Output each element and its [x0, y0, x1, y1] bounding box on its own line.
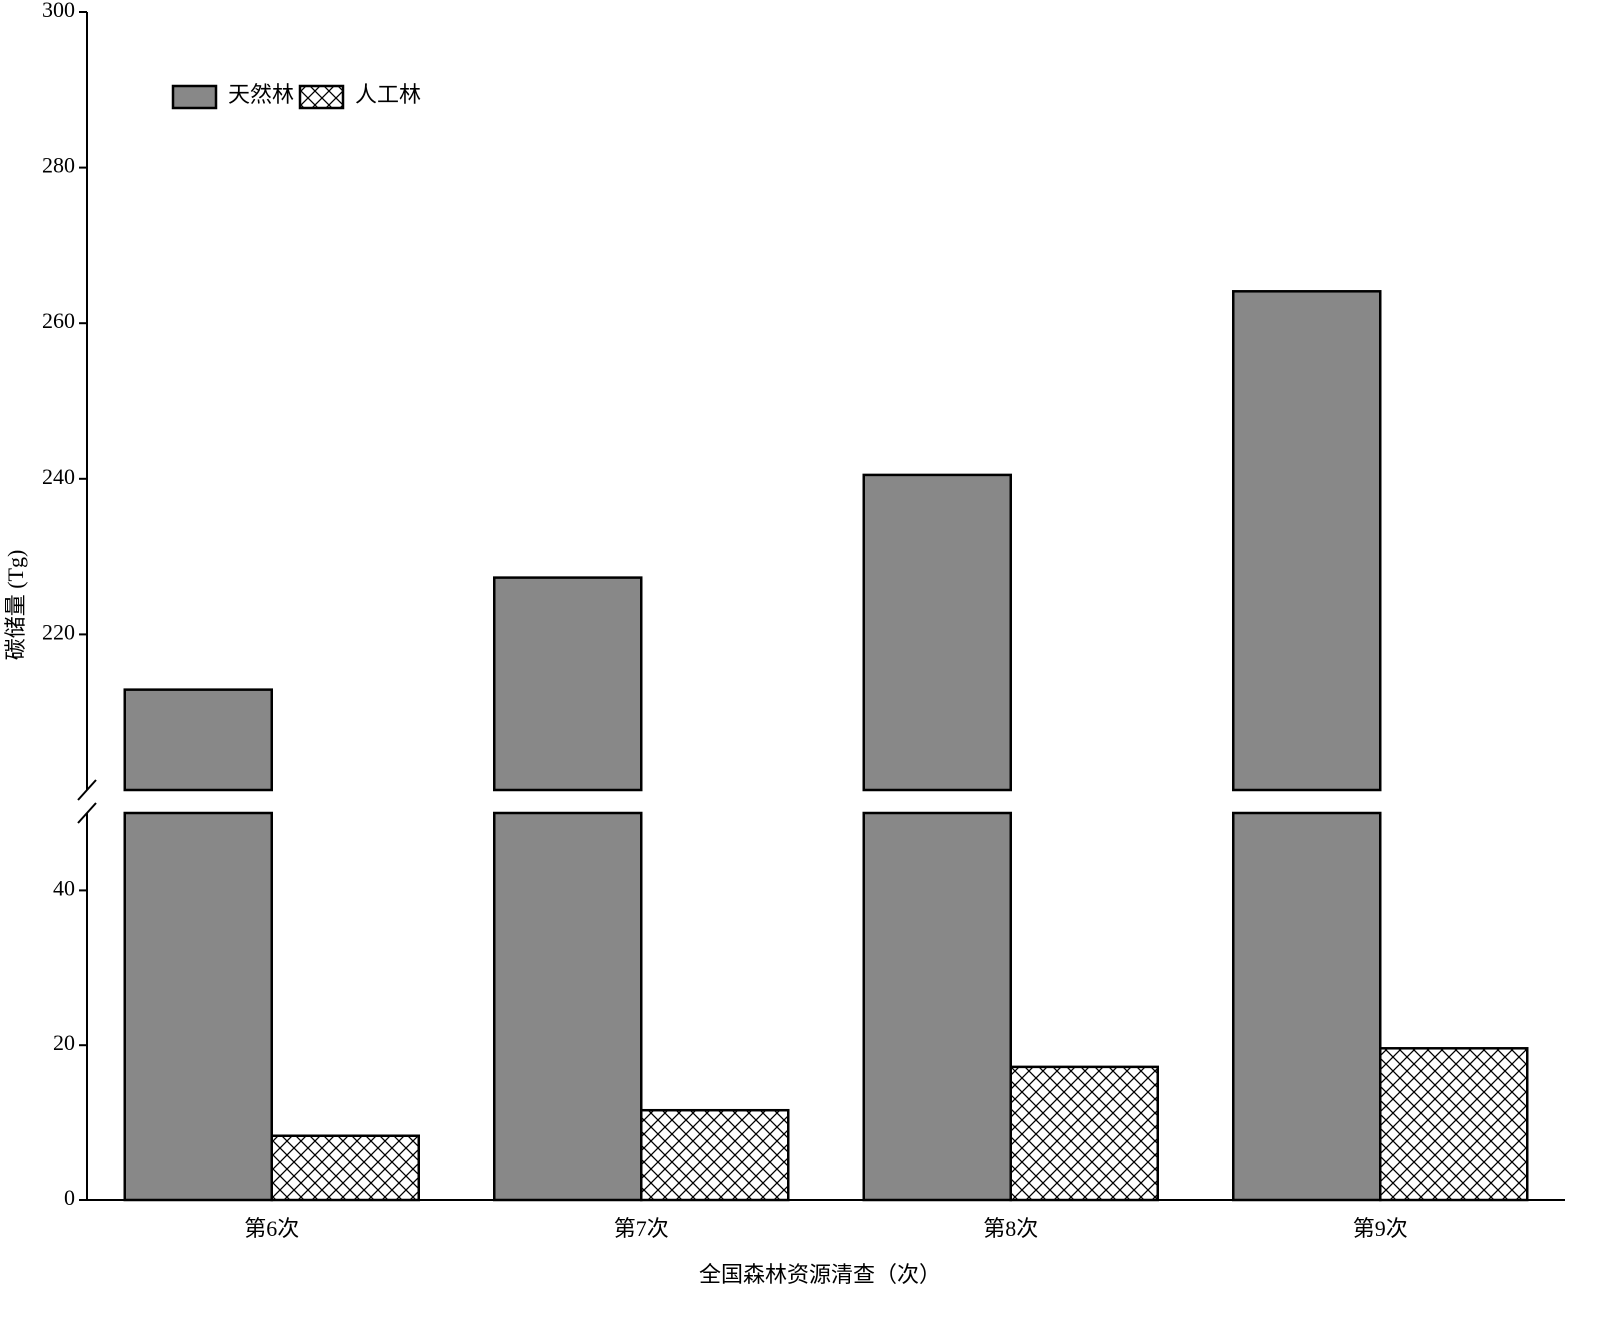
y-axis-label: 碳储量 (Tg) — [3, 550, 28, 661]
bar — [862, 473, 1012, 792]
bar — [640, 1108, 790, 1202]
y-tick-label: 300 — [42, 0, 75, 22]
y-tick-label: 40 — [53, 875, 75, 900]
bar — [1232, 290, 1382, 792]
legend-label: 天然林 — [228, 82, 294, 107]
y-tick-label: 240 — [42, 464, 75, 489]
x-tick-label: 第7次 — [614, 1216, 669, 1241]
x-tick-label: 第6次 — [244, 1216, 299, 1241]
legend-swatch — [298, 84, 345, 110]
y-tick-label: 220 — [42, 619, 75, 644]
legend-label: 人工林 — [355, 82, 421, 107]
y-tick-label: 260 — [42, 308, 75, 333]
y-tick-label: 20 — [53, 1030, 75, 1055]
bar — [493, 811, 643, 1202]
y-tick-label: 0 — [64, 1185, 75, 1210]
axis-break — [77, 779, 97, 801]
bar — [123, 688, 273, 792]
x-tick-label: 第9次 — [1353, 1216, 1408, 1241]
bar — [1009, 1065, 1159, 1202]
bar — [270, 1134, 420, 1202]
legend-swatch — [171, 84, 218, 110]
x-axis-label: 全国森林资源清查（次） — [699, 1262, 941, 1287]
x-tick-label: 第8次 — [983, 1216, 1038, 1241]
axis-break — [77, 802, 97, 824]
bar — [1379, 1047, 1529, 1202]
bar — [862, 811, 1012, 1202]
bar — [1232, 811, 1382, 1202]
bar — [493, 576, 643, 792]
y-tick-label: 280 — [42, 153, 75, 178]
bar — [123, 811, 273, 1202]
